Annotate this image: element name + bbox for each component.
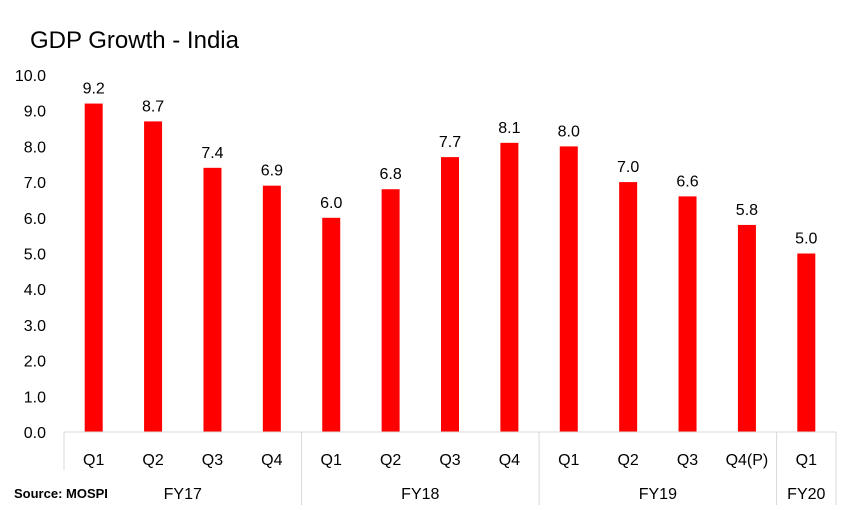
y-tick-label: 4.0 bbox=[24, 282, 46, 299]
group-label: FY18 bbox=[401, 486, 439, 503]
group-label: FY17 bbox=[164, 486, 202, 503]
data-label: 8.7 bbox=[142, 98, 164, 115]
x-tick-label: Q4 bbox=[499, 452, 520, 469]
y-tick-label: 6.0 bbox=[24, 211, 46, 228]
x-tick-label: Q4(P) bbox=[726, 452, 769, 469]
x-tick-label: Q3 bbox=[202, 452, 223, 469]
y-tick-label: 2.0 bbox=[24, 354, 46, 371]
data-label: 6.9 bbox=[261, 163, 283, 180]
group-label: FY20 bbox=[787, 486, 825, 503]
bar bbox=[559, 146, 578, 432]
bar bbox=[203, 167, 222, 432]
x-tick-label: Q1 bbox=[558, 452, 579, 469]
bar bbox=[500, 142, 519, 432]
data-label: 7.0 bbox=[617, 159, 639, 176]
y-tick-label: 5.0 bbox=[24, 247, 46, 264]
bar bbox=[678, 196, 697, 432]
data-label: 8.1 bbox=[498, 120, 520, 137]
y-tick-label: 1.0 bbox=[24, 389, 46, 406]
x-tick-label: Q1 bbox=[796, 452, 817, 469]
data-label: 6.6 bbox=[676, 173, 698, 190]
y-tick-label: 8.0 bbox=[24, 139, 46, 156]
bar bbox=[797, 253, 816, 432]
x-tick-label: Q2 bbox=[142, 452, 163, 469]
y-tick-label: 3.0 bbox=[24, 318, 46, 335]
data-label: 6.0 bbox=[320, 195, 342, 212]
x-tick-label: Q2 bbox=[617, 452, 638, 469]
y-tick-label: 0.0 bbox=[24, 425, 46, 442]
bar bbox=[381, 189, 400, 432]
data-label: 8.0 bbox=[558, 123, 580, 140]
data-label: 5.8 bbox=[736, 202, 758, 219]
x-tick-label: Q3 bbox=[439, 452, 460, 469]
x-tick-label: Q1 bbox=[321, 452, 342, 469]
bar bbox=[441, 157, 459, 433]
x-tick-label: Q3 bbox=[677, 452, 698, 469]
group-label: FY19 bbox=[639, 486, 677, 503]
y-tick-label: 9.0 bbox=[24, 104, 46, 121]
data-label: 7.4 bbox=[201, 145, 223, 162]
data-label: 9.2 bbox=[83, 81, 105, 98]
source-note: Source: MOSPI bbox=[14, 486, 108, 501]
bar bbox=[144, 121, 163, 432]
x-tick-label: Q1 bbox=[83, 452, 104, 469]
y-tick-label: 7.0 bbox=[24, 175, 46, 192]
data-label: 5.0 bbox=[795, 231, 817, 248]
bar bbox=[737, 224, 756, 432]
bar bbox=[322, 217, 341, 432]
x-tick-label: Q2 bbox=[380, 452, 401, 469]
x-tick-label: Q4 bbox=[261, 452, 282, 469]
bar bbox=[619, 182, 638, 432]
chart-title: GDP Growth - India bbox=[30, 27, 240, 54]
bar bbox=[84, 103, 103, 432]
y-tick-label: 10.0 bbox=[15, 68, 46, 85]
bar bbox=[262, 185, 281, 432]
data-label: 7.7 bbox=[439, 134, 461, 151]
data-label: 6.8 bbox=[379, 166, 401, 183]
